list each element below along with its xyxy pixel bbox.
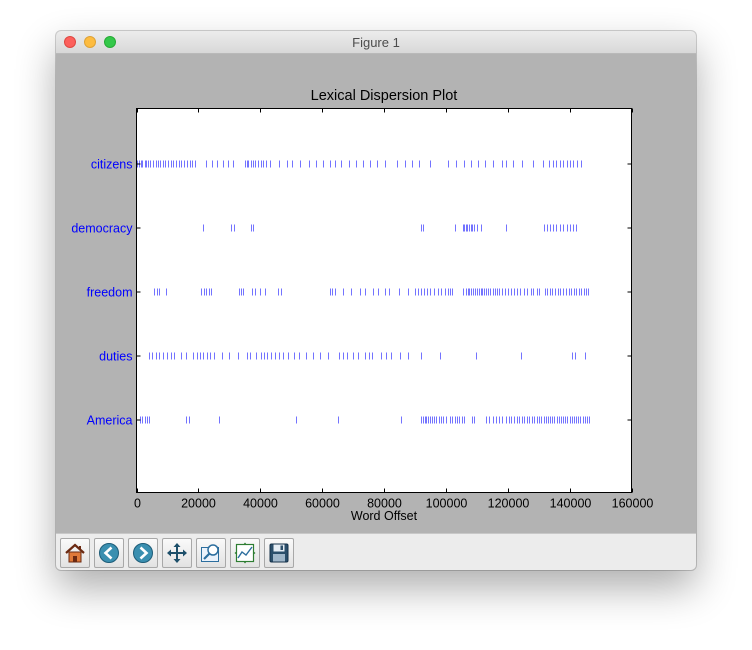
pan-button[interactable] [162, 538, 192, 568]
figure-window: Figure 1 Lexical Dispersion Plot 0 20000 4… [56, 31, 696, 570]
home-icon [65, 543, 85, 563]
x-tick-label-60000: 60000 [305, 497, 340, 511]
minimize-window-button[interactable] [84, 36, 96, 48]
x-tick-label-120000: 120000 [488, 497, 530, 511]
y-tick-label-citizens: citizens [91, 158, 133, 172]
home-button[interactable] [60, 538, 90, 568]
x-tick-label-0: 0 [134, 497, 141, 511]
save-button[interactable] [264, 538, 294, 568]
figure-canvas[interactable]: Lexical Dispersion Plot 0 20000 40000 60000… [56, 54, 696, 533]
x-tick-label-80000: 80000 [367, 497, 402, 511]
y-tick-label-freedom: freedom [87, 286, 133, 300]
x-tick-label-100000: 100000 [426, 497, 468, 511]
x-axis-label: Word Offset [351, 509, 418, 523]
y-tick-label-democracy: democracy [71, 222, 133, 236]
y-tick-label-duties: duties [99, 350, 132, 364]
y-tick-label-America: America [87, 414, 133, 428]
dispersion-chart: Lexical Dispersion Plot 0 20000 40000 60000… [71, 88, 654, 523]
forward-arrow-icon [133, 543, 153, 563]
x-axis-ticks: 0 20000 40000 60000 80000 100000 120000 140000 1… [134, 108, 654, 511]
back-button[interactable] [94, 538, 124, 568]
subplots-icon [234, 542, 256, 564]
x-tick-label-20000: 20000 [181, 497, 216, 511]
zoom-button[interactable] [196, 538, 226, 568]
window-title: Figure 1 [352, 35, 400, 50]
plot-area [136, 108, 632, 493]
zoom-window-button[interactable] [104, 36, 116, 48]
y-axis-ticks: citizens democracy freedom duties America [71, 158, 632, 428]
configure-subplots-button[interactable] [230, 538, 260, 568]
close-window-button[interactable] [64, 36, 76, 48]
dispersion-marks [137, 160, 590, 424]
chart-title: Lexical Dispersion Plot [311, 88, 458, 104]
title-bar[interactable]: Figure 1 [56, 31, 696, 54]
x-tick-label-160000: 160000 [612, 497, 654, 511]
back-arrow-icon [99, 543, 119, 563]
navigation-toolbar [56, 533, 696, 570]
pan-move-icon [167, 543, 187, 563]
x-tick-label-140000: 140000 [550, 497, 592, 511]
x-tick-label-40000: 40000 [243, 497, 278, 511]
zoom-rect-icon [201, 544, 219, 562]
save-disk-icon [269, 543, 289, 563]
forward-button[interactable] [128, 538, 158, 568]
